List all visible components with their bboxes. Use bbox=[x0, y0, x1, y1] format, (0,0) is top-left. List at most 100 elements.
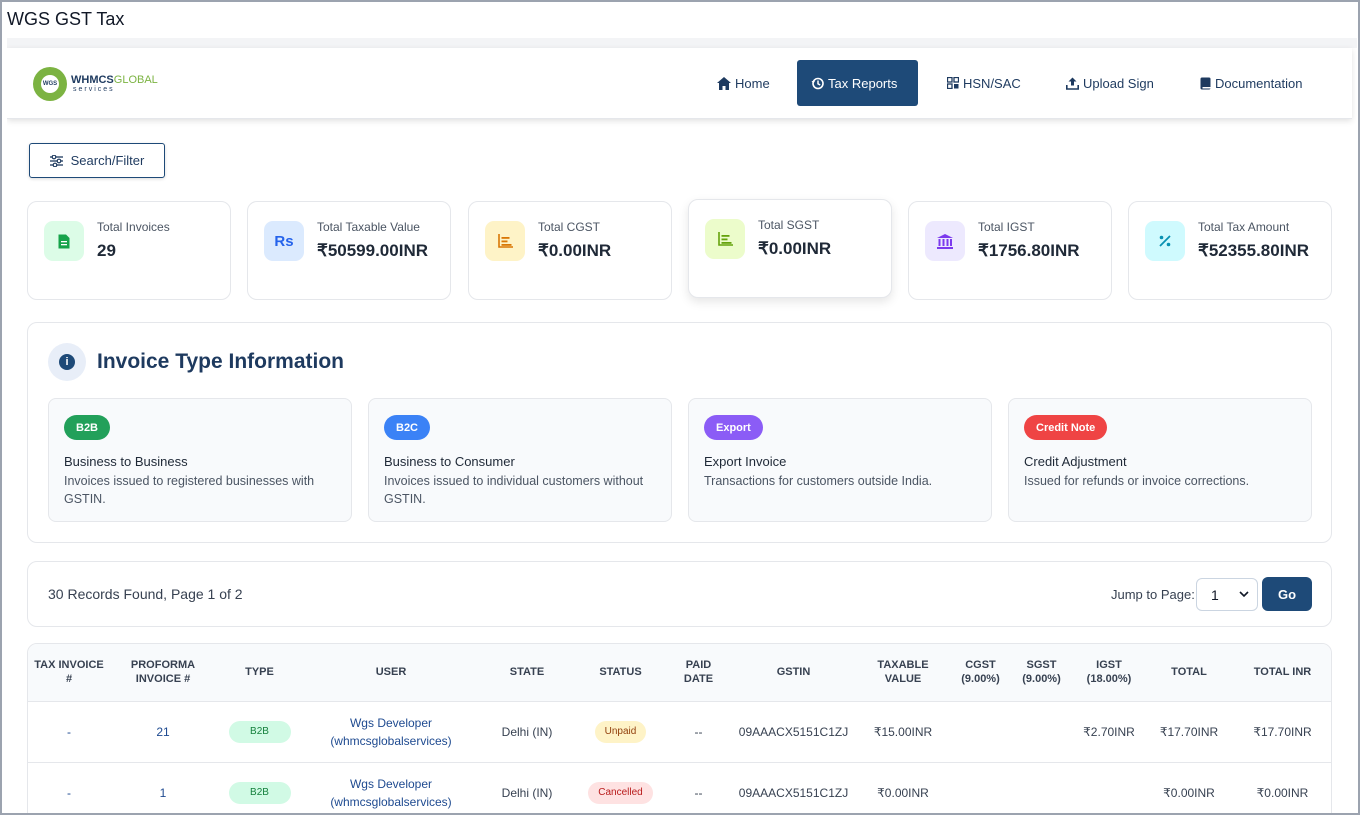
logo-badge: WGS bbox=[41, 75, 59, 93]
cgst-cell bbox=[950, 701, 1011, 763]
col-header[interactable]: TOTAL INR bbox=[1232, 644, 1331, 702]
stat-value: ₹0.00INR bbox=[758, 239, 832, 258]
type-name: Business to Business bbox=[64, 454, 188, 469]
table-row: - 21 B2B Wgs Developer (whmcsglobalservic… bbox=[28, 701, 1331, 763]
stat-label: Total IGST bbox=[978, 220, 1035, 234]
search-filter-button[interactable]: Search/Filter bbox=[29, 143, 165, 178]
table-row: - 1 B2B Wgs Developer (whmcsglobalservice… bbox=[28, 762, 1331, 813]
sgst-cell bbox=[1011, 762, 1072, 813]
proforma-invoice-link[interactable]: 1 bbox=[110, 762, 216, 813]
col-header[interactable]: PAID DATE bbox=[666, 644, 731, 702]
proforma-invoice-link[interactable]: 21 bbox=[110, 701, 216, 763]
type-description: Invoices issued to individual customers … bbox=[384, 474, 644, 506]
user-name[interactable]: Wgs Developer bbox=[349, 715, 433, 730]
type-badge: B2B bbox=[64, 415, 111, 440]
gstin-cell: 09AAACX5151C1ZJ bbox=[731, 762, 856, 813]
logo-tagline: services bbox=[73, 86, 115, 93]
stat-value: 29 bbox=[97, 241, 116, 260]
type-card-export: Export Export Invoice Transactions for c… bbox=[688, 398, 992, 522]
col-header[interactable]: TOTAL bbox=[1146, 644, 1232, 702]
bar-chart-icon bbox=[705, 219, 745, 259]
nav-hsn-sac[interactable]: HSN/SAC bbox=[933, 60, 1035, 106]
stat-card-total-sgst: Total SGST ₹0.00INR bbox=[688, 199, 892, 298]
type-name: Credit Adjustment bbox=[1024, 454, 1127, 469]
gear-logo-icon: WGS bbox=[33, 67, 67, 101]
sgst-cell bbox=[1011, 701, 1072, 763]
stat-label: Total SGST bbox=[758, 218, 820, 232]
col-header[interactable]: TAXABLE VALUE bbox=[856, 644, 950, 702]
col-header[interactable]: USER bbox=[303, 644, 479, 702]
col-header[interactable]: IGST (18.00%) bbox=[1072, 644, 1146, 702]
records-count: 30 Records Found, Page 1 of 2 bbox=[48, 586, 243, 602]
user-link[interactable]: Wgs Developer (whmcsglobalservices) bbox=[303, 701, 479, 763]
total-inr-cell: ₹17.70INR bbox=[1232, 701, 1331, 763]
col-header[interactable]: GSTIN bbox=[731, 644, 856, 702]
stat-card-total-taxable-value: Rs Total Taxable Value ₹50599.00INR bbox=[247, 201, 451, 300]
history-icon bbox=[811, 77, 824, 89]
upload-icon bbox=[1066, 77, 1079, 90]
nav-home[interactable]: Home bbox=[703, 60, 784, 106]
user-name[interactable]: Wgs Developer bbox=[349, 776, 433, 791]
user-company[interactable]: (whmcsglobalservices) bbox=[330, 733, 452, 748]
status-badge: Cancelled bbox=[588, 781, 653, 804]
nav-documentation-label: Documentation bbox=[1215, 75, 1303, 91]
status-badge: Unpaid bbox=[594, 720, 647, 743]
type-badge: Credit Note bbox=[1024, 415, 1108, 440]
igst-cell bbox=[1072, 762, 1146, 813]
brand-logo[interactable]: WGS WHMCSGLOBAL services bbox=[33, 62, 163, 106]
col-header[interactable]: TAX INVOICE # bbox=[28, 644, 110, 702]
col-header[interactable]: PROFORMA INVOICE # bbox=[110, 644, 216, 702]
state-cell: Delhi (IN) bbox=[479, 762, 575, 813]
stat-value: ₹50599.00INR bbox=[317, 241, 428, 260]
logo-text: WHMCSGLOBAL services bbox=[71, 75, 158, 94]
stat-value: ₹1756.80INR bbox=[978, 241, 1080, 260]
stat-card-total-tax-amount: Total Tax Amount ₹52355.80INR bbox=[1128, 201, 1332, 300]
page-select[interactable]: 1 bbox=[1196, 578, 1258, 611]
nav-tax-reports[interactable]: Tax Reports bbox=[797, 60, 918, 106]
nav-hsn-sac-label: HSN/SAC bbox=[963, 75, 1021, 91]
stat-label: Total Taxable Value bbox=[317, 220, 420, 234]
percent-icon bbox=[1145, 221, 1185, 261]
search-filter-label: Search/Filter bbox=[70, 153, 145, 168]
type-badge: B2C bbox=[384, 415, 431, 440]
page-body: WGS WHMCSGLOBAL services Home Tax Report… bbox=[7, 48, 1357, 813]
book-icon bbox=[1200, 77, 1211, 89]
stat-label: Total Invoices bbox=[97, 220, 170, 234]
total-cell: ₹0.00INR bbox=[1146, 762, 1232, 813]
stat-label: Total Tax Amount bbox=[1198, 220, 1290, 234]
col-header[interactable]: STATE bbox=[479, 644, 575, 702]
nav-documentation[interactable]: Documentation bbox=[1186, 60, 1316, 106]
type-cell: B2B bbox=[216, 762, 303, 813]
user-link[interactable]: Wgs Developer (whmcsglobalservices) bbox=[303, 762, 479, 813]
nav-upload-sign[interactable]: Upload Sign bbox=[1052, 60, 1168, 106]
type-badge: Export bbox=[704, 415, 763, 440]
page-select-value: 1 bbox=[1211, 586, 1219, 603]
col-header[interactable]: TYPE bbox=[216, 644, 303, 702]
invoice-type-info-panel: i Invoice Type Information B2B Business … bbox=[27, 322, 1332, 543]
go-button[interactable]: Go bbox=[1262, 577, 1312, 611]
paid-date-cell: -- bbox=[666, 701, 731, 763]
type-description: Invoices issued to registered businesses… bbox=[64, 474, 315, 506]
stat-value: ₹0.00INR bbox=[538, 241, 612, 260]
stat-card-total-cgst: Total CGST ₹0.00INR bbox=[468, 201, 672, 300]
col-header[interactable]: SGST (9.00%) bbox=[1011, 644, 1072, 702]
stat-value: ₹52355.80INR bbox=[1198, 241, 1309, 260]
status-cell: Cancelled bbox=[575, 762, 666, 813]
tax-report-table: TAX INVOICE # PROFORMA INVOICE # TYPE US… bbox=[27, 643, 1332, 813]
bar-chart-icon bbox=[485, 221, 525, 261]
section-title: Invoice Type Information bbox=[97, 350, 344, 373]
nav-upload-sign-label: Upload Sign bbox=[1083, 75, 1154, 91]
type-cell: B2B bbox=[216, 701, 303, 763]
col-header[interactable]: STATUS bbox=[575, 644, 666, 702]
window-title: WGS GST Tax bbox=[7, 9, 125, 29]
col-header[interactable]: CGST (9.00%) bbox=[950, 644, 1011, 702]
stat-card-total-igst: Total IGST ₹1756.80INR bbox=[908, 201, 1112, 300]
stat-card-total-invoices: Total Invoices 29 bbox=[27, 201, 231, 300]
top-navbar: WGS WHMCSGLOBAL services Home Tax Report… bbox=[7, 48, 1352, 119]
igst-cell: ₹2.70INR bbox=[1072, 701, 1146, 763]
user-company[interactable]: (whmcsglobalservices) bbox=[330, 794, 452, 809]
jump-to-page-label: Jump to Page: bbox=[1111, 587, 1195, 602]
type-description: Issued for refunds or invoice correction… bbox=[1024, 474, 1250, 488]
taxable-value-cell: ₹0.00INR bbox=[856, 762, 950, 813]
